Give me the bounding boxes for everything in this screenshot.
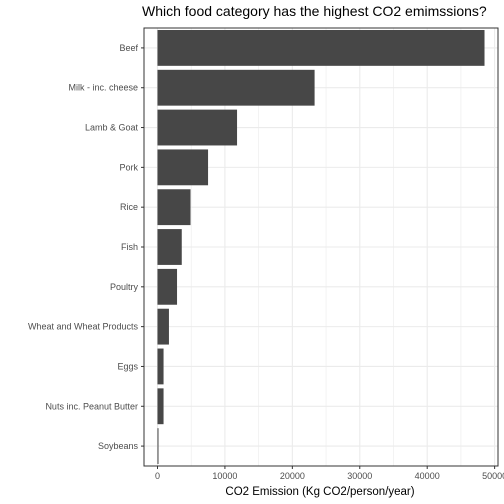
- y-tick-label: Soybeans: [98, 441, 139, 451]
- y-tick-label: Rice: [120, 202, 138, 212]
- y-tick-label: Poultry: [110, 282, 139, 292]
- bar-eggs: [157, 348, 164, 385]
- bar-beef: [157, 29, 485, 66]
- bar-pork: [157, 149, 209, 186]
- bar-fish: [157, 229, 182, 265]
- x-axis-title: CO2 Emission (Kg CO2/person/year): [225, 486, 414, 498]
- y-tick-label: Eggs: [117, 361, 138, 371]
- bar-rice: [157, 189, 191, 226]
- y-tick-label: Beef: [119, 43, 138, 53]
- x-tick-label: 10000: [212, 471, 237, 481]
- x-tick-label: 0: [155, 471, 160, 481]
- x-tick-label: 50000: [482, 471, 504, 481]
- x-tick-label: 40000: [415, 471, 440, 481]
- y-tick-label: Wheat and Wheat Products: [28, 322, 139, 332]
- y-axis: Beef Milk - inc. cheese Lamb & Goat Pork Ric…: [28, 43, 144, 451]
- bar-wheat-and-wheat-products: [157, 308, 169, 345]
- x-tick-label: 20000: [280, 471, 305, 481]
- chart-title: Which food category has the highest CO2 …: [142, 3, 487, 19]
- bar-nuts-inc-peanut-butter: [157, 388, 164, 425]
- bars: [157, 29, 485, 465]
- x-axis: 0 10000 20000 30000 40000 50000: [155, 466, 504, 481]
- y-tick-label: Pork: [119, 162, 138, 172]
- y-tick-label: Milk - inc. cheese: [68, 83, 138, 93]
- y-tick-label: Fish: [121, 242, 138, 252]
- bar-poultry: [157, 268, 178, 305]
- bar-milk-inc-cheese: [157, 69, 315, 106]
- bar-lamb-goat: [157, 109, 238, 146]
- bar-soybeans: [157, 428, 159, 465]
- x-tick-label: 30000: [347, 471, 372, 481]
- y-tick-label: Nuts inc. Peanut Butter: [45, 401, 138, 411]
- y-tick-label: Lamb & Goat: [85, 123, 139, 133]
